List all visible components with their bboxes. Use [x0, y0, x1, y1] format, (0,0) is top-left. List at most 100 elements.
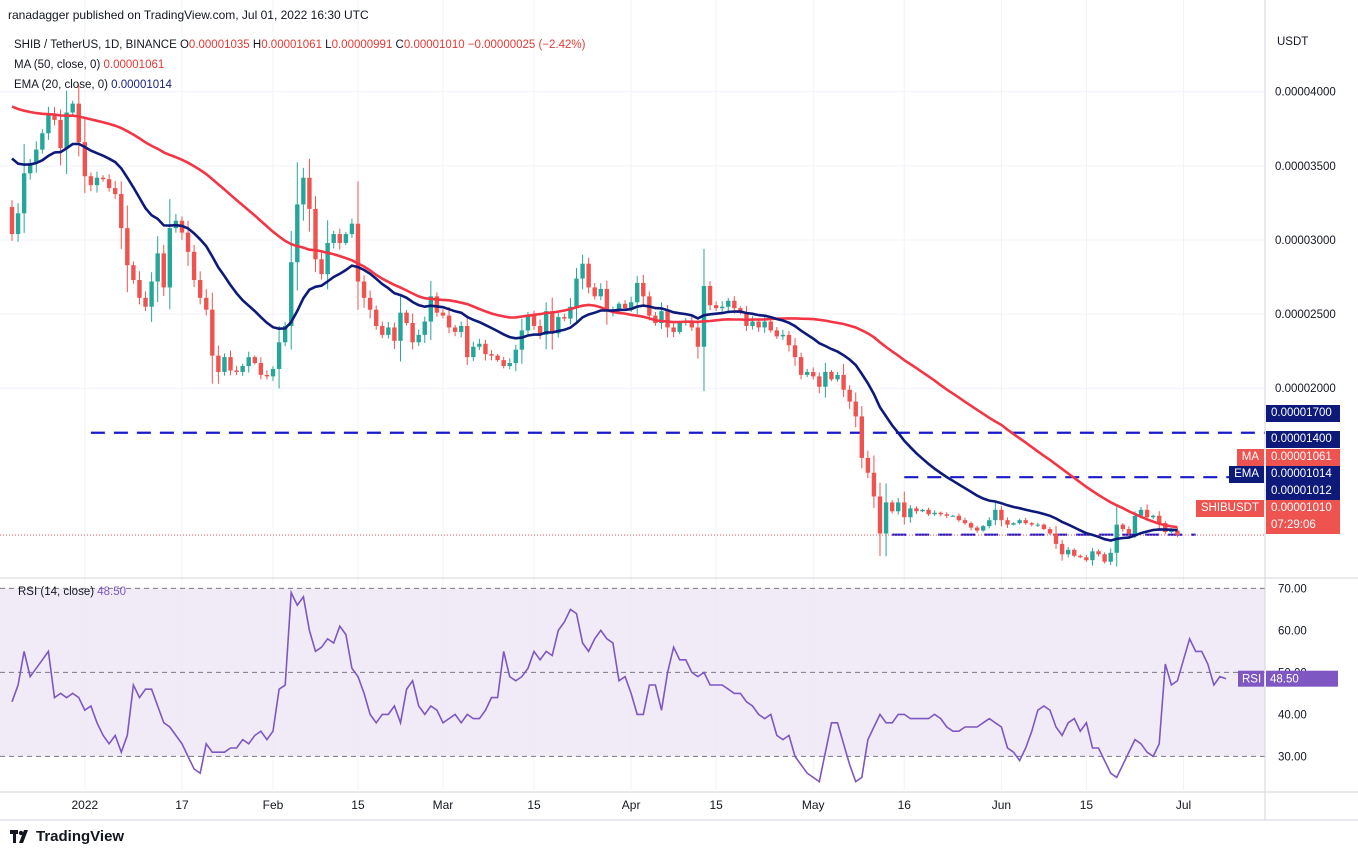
candle-body — [841, 374, 846, 390]
candle-body — [21, 173, 27, 214]
ma-label[interactable]: MA (50, close, 0) — [14, 59, 101, 71]
candle-body — [586, 263, 591, 288]
ema-label[interactable]: EMA (20, close, 0) — [14, 79, 108, 91]
ma-50-line — [11, 105, 1178, 529]
candle-body — [938, 512, 943, 515]
rsi-tag-label-box — [1238, 670, 1264, 687]
candle-body — [556, 317, 561, 334]
ema-value: 0.00001014 — [111, 79, 172, 91]
candle-body — [981, 526, 986, 531]
candle-body — [210, 309, 215, 356]
candle-body — [112, 188, 118, 195]
rsi-tag-label: RSI — [1242, 674, 1261, 686]
candle-body — [374, 309, 379, 326]
candle-body — [398, 312, 403, 341]
candle-body — [695, 327, 701, 347]
candle-body — [859, 416, 864, 458]
candle-body — [155, 253, 160, 282]
candle-body — [52, 115, 57, 120]
candle-body — [908, 508, 913, 518]
candle-body — [1096, 551, 1101, 555]
ema-20-line — [11, 142, 1178, 542]
candle-body — [319, 259, 324, 275]
time-tick-label: Feb — [263, 798, 284, 812]
time-tick-label: Jul — [1176, 798, 1191, 812]
candle-body — [902, 502, 907, 518]
candle-body — [574, 278, 579, 307]
candle-body — [950, 515, 956, 517]
candle-body — [331, 234, 336, 243]
change-value: −0.00000025 (−2.42%) — [467, 39, 586, 51]
candle-body — [974, 527, 980, 531]
candle-body — [434, 296, 440, 313]
symbol-label[interactable]: SHIB / TetherUS, 1D, BINANCE — [14, 39, 177, 51]
candle-body — [15, 213, 21, 235]
candle-body — [677, 323, 682, 332]
candle-body — [483, 343, 488, 355]
candle-body — [944, 514, 949, 516]
time-tick-label: 15 — [709, 798, 723, 812]
candle-body — [501, 360, 506, 367]
tradingview-logo[interactable]: TradingView — [10, 828, 124, 845]
candle-body — [1157, 515, 1162, 524]
candle-body — [726, 300, 731, 307]
candle-body — [1169, 530, 1174, 533]
price-tick-label: 0.00003000 — [1275, 235, 1336, 247]
candle-body — [604, 288, 610, 312]
candle-body — [513, 349, 519, 364]
candle-body — [428, 296, 434, 322]
candle-body — [598, 288, 603, 297]
candle-body — [1084, 557, 1089, 561]
candle-body — [635, 282, 640, 303]
rsi-panel — [0, 587, 1265, 783]
candle-body — [987, 520, 992, 527]
candle-body — [282, 325, 288, 343]
candle-body — [380, 325, 385, 335]
candle-body — [471, 346, 476, 358]
candle-body — [1144, 509, 1150, 518]
price-tag-label: MA — [1236, 448, 1264, 466]
candle-body — [392, 327, 397, 341]
candle-body — [452, 327, 458, 332]
candle-body — [732, 300, 737, 309]
candle-body — [58, 119, 63, 149]
candle-body — [1059, 543, 1065, 555]
candle-body — [877, 496, 883, 534]
candle-body — [1108, 552, 1113, 562]
candle-body — [149, 281, 154, 307]
candle-body — [355, 223, 361, 282]
rsi-label[interactable]: RSI (14, close) — [18, 586, 95, 598]
price-tag-value: 0.00001400 — [1266, 430, 1340, 448]
high-label: H — [252, 39, 262, 51]
candle-body — [40, 133, 45, 150]
candle-body — [786, 334, 792, 346]
axes: USDT 0.00004000 0.00003500 0.00003000 0.0000… — [0, 0, 1358, 821]
candle-body — [999, 509, 1004, 521]
candle-body — [823, 371, 828, 387]
candle-body — [817, 376, 822, 387]
open-label: O — [179, 39, 189, 51]
candle-body — [64, 112, 69, 149]
candle-body — [386, 327, 391, 335]
candle-body — [70, 103, 75, 113]
moving-averages — [11, 105, 1178, 542]
price-tag-label: EMA — [1229, 465, 1264, 483]
candle-body — [440, 312, 446, 316]
candle-body — [343, 234, 349, 243]
candle-body — [719, 306, 725, 309]
ema-row: EMA (20, close, 0) 0.00001014 — [14, 75, 585, 95]
price-tick-label: 0.00003500 — [1275, 161, 1336, 173]
candle-body — [131, 265, 136, 281]
time-tick-label: May — [802, 798, 825, 812]
time-tick-label: 16 — [898, 798, 912, 812]
candle-body — [1132, 515, 1138, 534]
candle-body — [616, 303, 622, 312]
candle-body — [1150, 515, 1156, 518]
candle-body — [349, 223, 355, 235]
rsi-tick-label: 70.00 — [1278, 583, 1307, 595]
candle-body — [361, 281, 367, 298]
candle-body — [865, 457, 871, 473]
price-axis-unit: USDT — [1277, 36, 1308, 48]
candle-body — [628, 302, 634, 309]
